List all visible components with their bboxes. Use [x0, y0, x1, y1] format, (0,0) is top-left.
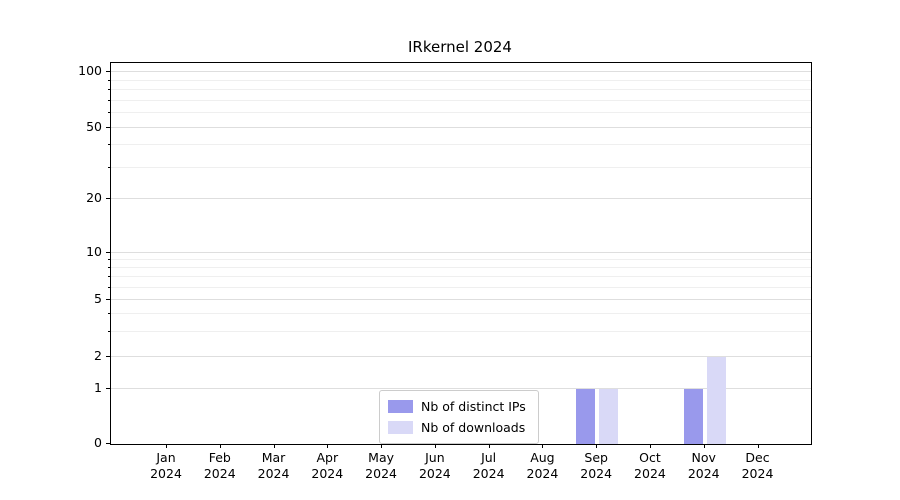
legend: Nb of distinct IPs Nb of downloads: [379, 390, 539, 444]
x-tick-mark: [649, 444, 651, 448]
legend-swatch-nb-of-distinct-ips: [388, 400, 413, 413]
y-minor-tick-mark: [108, 286, 110, 288]
x-tick-label: Aug 2024: [526, 450, 559, 481]
gridline-minor: [111, 112, 811, 114]
x-tick-mark: [703, 444, 705, 448]
legend-row: Nb of downloads: [388, 417, 526, 438]
y-tick-mark: [106, 70, 110, 72]
y-minor-tick-mark: [108, 99, 110, 101]
gridline-minor: [111, 259, 811, 261]
x-tick-mark: [434, 444, 436, 448]
y-tick-mark: [106, 387, 110, 389]
gridline-major: [111, 387, 811, 389]
gridline-minor: [111, 144, 811, 146]
y-tick-label: 0: [94, 435, 102, 450]
x-tick-mark: [488, 444, 490, 448]
bar-nb-of-distinct-ips-sep-2024: [576, 388, 596, 444]
x-tick-label: Jul 2024: [472, 450, 505, 481]
x-tick-label: Mar 2024: [257, 450, 290, 481]
bar-nb-of-distinct-ips-nov-2024: [683, 388, 703, 444]
plot-area: Nb of distinct IPs Nb of downloads: [110, 62, 812, 445]
gridline-major: [111, 252, 811, 254]
x-tick-mark: [166, 444, 167, 448]
gridline-minor: [111, 79, 811, 81]
gridline-major: [111, 298, 811, 300]
x-tick-label: Apr 2024: [311, 450, 344, 481]
x-tick-mark: [381, 444, 383, 448]
legend-row: Nb of distinct IPs: [388, 396, 526, 417]
gridline-minor: [111, 99, 811, 101]
bar-nb-of-downloads-nov-2024: [706, 357, 726, 444]
y-tick-mark: [106, 443, 110, 444]
y-tick-label: 2: [94, 348, 102, 364]
y-minor-tick-mark: [108, 79, 110, 81]
y-tick-label: 50: [86, 118, 102, 134]
x-tick-label: Dec 2024: [741, 450, 774, 481]
y-tick-mark: [106, 126, 110, 128]
y-minor-tick-mark: [108, 330, 110, 332]
x-tick-mark: [327, 444, 329, 448]
gridline-minor: [111, 166, 811, 168]
gridline-minor: [111, 312, 811, 314]
y-tick-label: 20: [86, 190, 102, 206]
y-minor-tick-mark: [108, 312, 110, 314]
y-tick-mark: [106, 356, 110, 358]
gridline-major: [111, 127, 811, 128]
y-minor-tick-mark: [108, 259, 110, 261]
y-tick-label: 5: [94, 290, 102, 306]
x-tick-label: Oct 2024: [634, 450, 666, 481]
bar-nb-of-downloads-sep-2024: [599, 388, 619, 444]
x-tick-mark: [757, 444, 759, 448]
y-tick-mark: [106, 252, 110, 253]
y-tick-mark: [106, 298, 110, 300]
legend-swatch-nb-of-downloads: [388, 421, 413, 434]
x-tick-label: Jun 2024: [418, 450, 451, 481]
y-minor-tick-mark: [108, 144, 110, 146]
gridline-minor: [111, 276, 811, 278]
y-minor-tick-mark: [108, 267, 110, 269]
gridline-minor: [111, 330, 811, 332]
gridline-major: [111, 198, 811, 200]
legend-label: Nb of downloads: [421, 420, 526, 435]
gridline-minor: [111, 267, 811, 269]
x-tick-mark: [219, 444, 221, 448]
chart-title: IRkernel 2024: [408, 38, 512, 56]
x-tick-mark: [273, 444, 275, 448]
gridline-minor: [111, 286, 811, 288]
gridline-major: [111, 71, 811, 72]
y-tick-mark: [106, 198, 110, 200]
x-tick-label: Sep 2024: [580, 450, 613, 481]
y-tick-label: 1: [94, 379, 102, 395]
y-minor-tick-mark: [108, 89, 110, 91]
y-tick-label: 100: [78, 62, 102, 78]
y-minor-tick-mark: [108, 166, 110, 168]
x-tick-label: Jan 2024: [150, 450, 182, 481]
y-tick-label: 10: [86, 244, 102, 259]
legend-label: Nb of distinct IPs: [421, 399, 526, 414]
gridline-minor: [111, 89, 811, 91]
x-tick-label: Nov 2024: [687, 450, 720, 481]
x-tick-label: May 2024: [365, 450, 397, 481]
gridline-major: [111, 356, 811, 358]
x-tick-label: Feb 2024: [203, 450, 236, 481]
y-minor-tick-mark: [108, 112, 110, 114]
y-minor-tick-mark: [108, 276, 110, 278]
x-tick-mark: [596, 444, 598, 448]
x-tick-mark: [542, 444, 544, 448]
